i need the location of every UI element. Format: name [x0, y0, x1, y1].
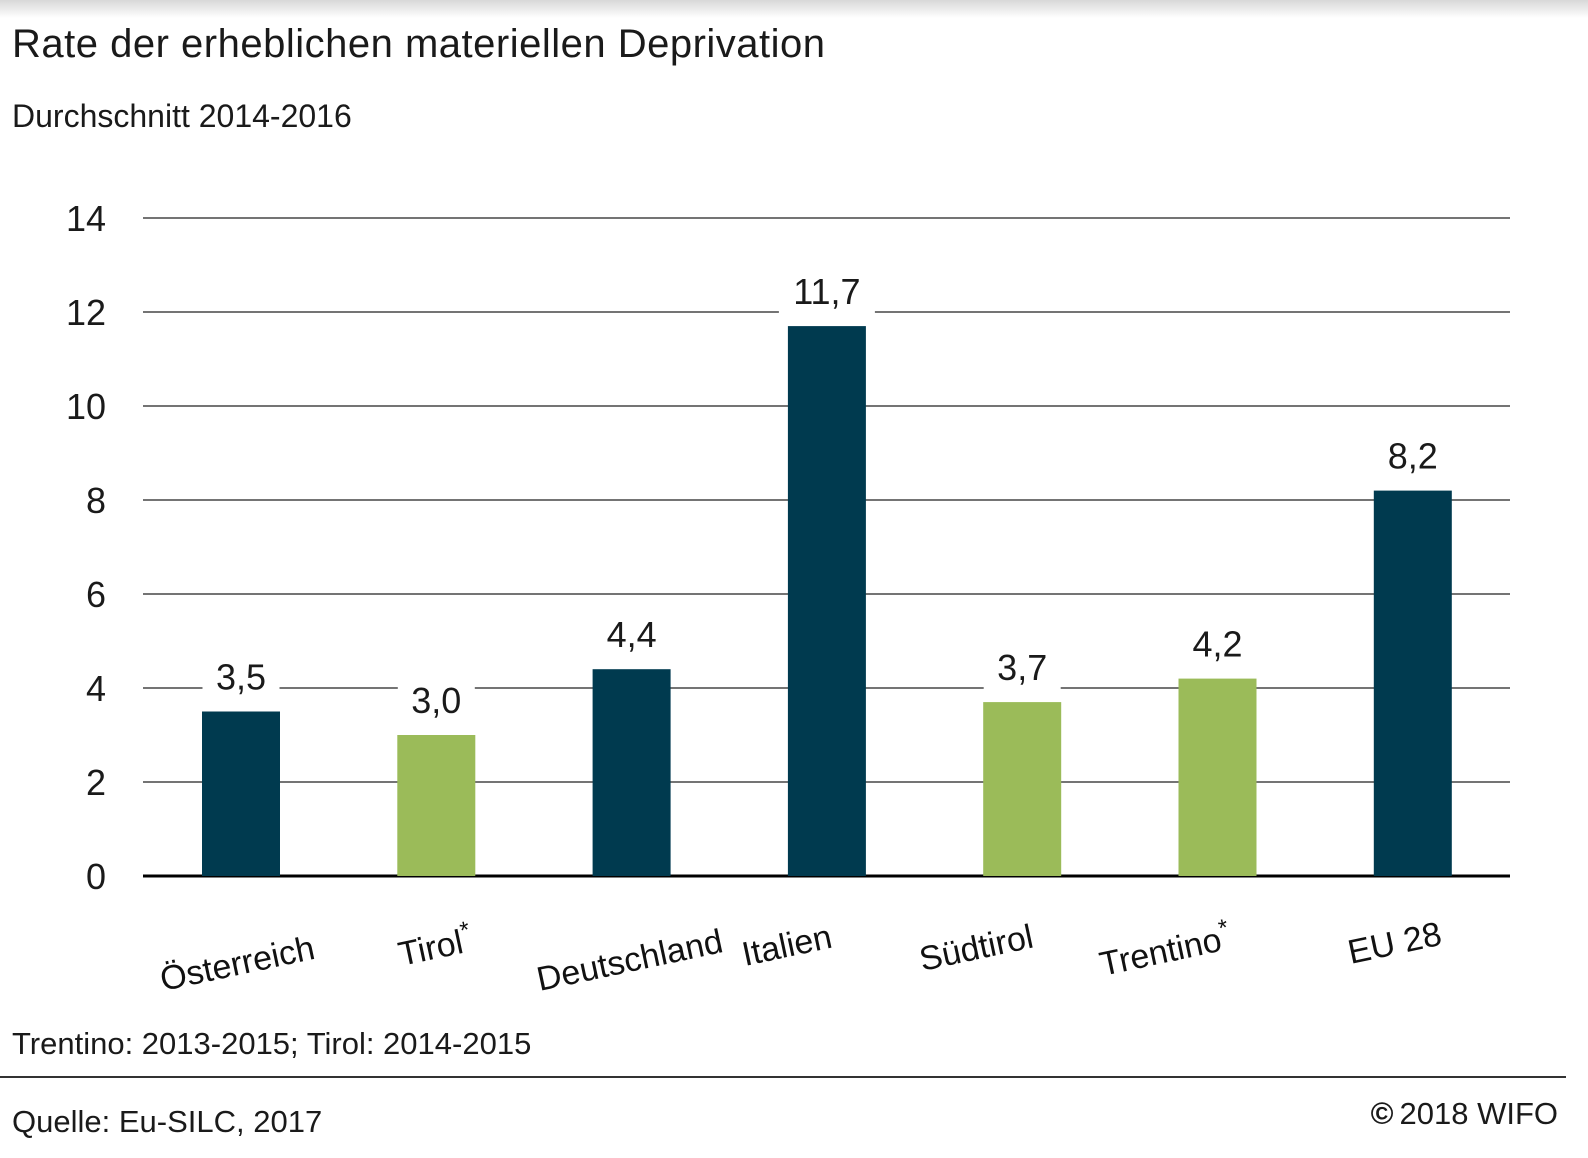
bar	[983, 702, 1062, 876]
value-label: 4,4	[607, 614, 657, 655]
value-label: 4,2	[1192, 624, 1242, 665]
value-label-background	[1179, 622, 1256, 667]
source-note: Quelle: Eu-SILC, 2017	[12, 1104, 323, 1139]
category-label: Südtirol	[916, 918, 1037, 979]
y-tick-label: 4	[86, 668, 106, 709]
y-tick-label: 8	[86, 480, 106, 521]
category-label: Deutschland	[533, 922, 726, 998]
y-tick-label: 2	[86, 762, 106, 803]
value-label-background	[202, 655, 280, 700]
category-label: EU 28	[1345, 915, 1445, 972]
bar-chart: 3,5 3,0 4,4 11,7 3,7 4,2 8,2 0 2 4 6 8 10 12 14 Öster…	[66, 198, 1510, 999]
y-tick-label: 10	[66, 386, 106, 427]
category-label: Trentino*	[1095, 914, 1234, 984]
bar	[397, 735, 476, 876]
bars	[202, 326, 1452, 877]
bar	[1373, 490, 1452, 876]
value-labels: 3,5 3,0 4,4 11,7 3,7 4,2 8,2	[202, 270, 1452, 723]
value-label-background	[1374, 434, 1452, 479]
y-tick-label: 0	[86, 856, 106, 897]
y-tick-labels: 0 2 4 6 8 10 12 14	[66, 198, 106, 897]
value-label: 3,5	[216, 657, 266, 698]
value-label-background	[983, 646, 1061, 691]
value-label: 3,7	[997, 647, 1047, 688]
footer-divider	[0, 1076, 1566, 1078]
chart-title: Rate der erheblichen materiellen Depriva…	[12, 22, 826, 66]
category-label: Italien	[739, 918, 836, 974]
bar	[1178, 678, 1257, 876]
y-tick-label: 6	[86, 574, 106, 615]
top-shade	[0, 0, 1588, 18]
value-label: 11,7	[793, 271, 860, 312]
copyright: © 2018 WIFO	[1371, 1096, 1558, 1132]
value-label-background	[593, 613, 671, 658]
category-label: Tirol*	[394, 916, 476, 973]
value-label-background	[778, 270, 875, 315]
category-labels: Österreich Tirol* Deutschland Italien Südtir…	[157, 914, 1445, 999]
copyright-text: 2018 WIFO	[1399, 1096, 1559, 1131]
value-label: 3,0	[411, 680, 461, 721]
y-tick-label: 14	[66, 198, 106, 239]
y-tick-label: 12	[66, 292, 106, 333]
bar	[592, 669, 671, 876]
category-label: Österreich	[157, 929, 318, 999]
copyright-icon: ©	[1370, 1096, 1394, 1131]
value-label-background	[397, 679, 475, 723]
bar	[787, 326, 866, 877]
value-label: 8,2	[1388, 436, 1438, 477]
bar	[202, 711, 280, 876]
chart-subtitle: Durchschnitt 2014-2016	[12, 98, 352, 134]
footnote: Trentino: 2013-2015; Tirol: 2014-2015	[12, 1026, 532, 1061]
